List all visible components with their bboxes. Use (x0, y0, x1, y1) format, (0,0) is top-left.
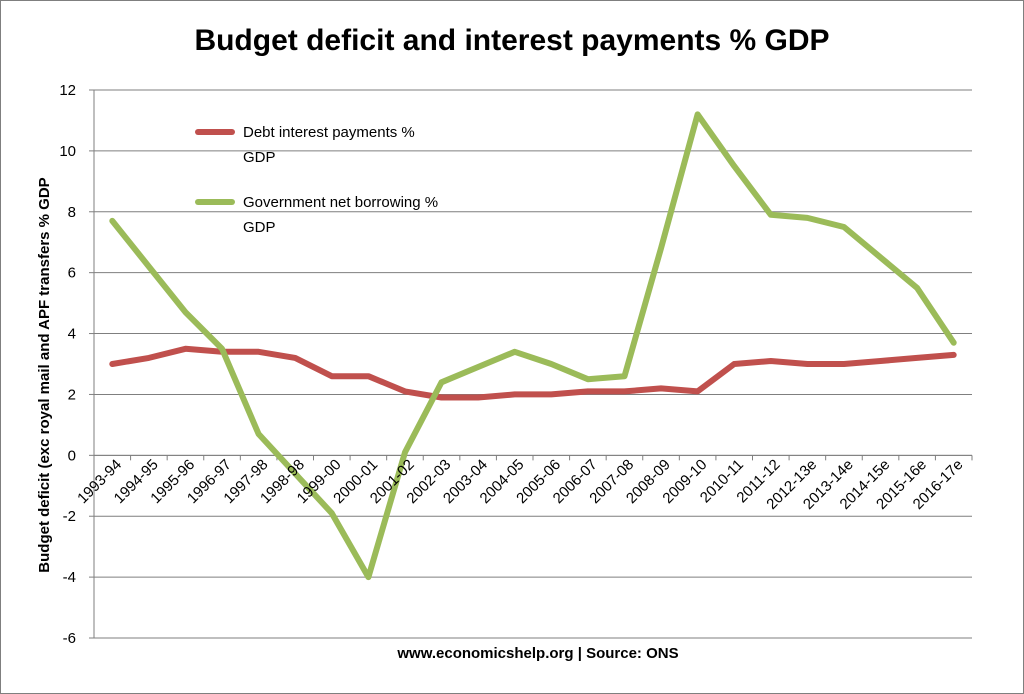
chart-title: Budget deficit and interest payments % G… (194, 24, 830, 57)
legend-label: GDP (243, 219, 276, 236)
source-label: www.economicshelp.org | Source: ONS (397, 645, 679, 662)
y-tick-label: 6 (68, 265, 76, 282)
y-tick-label: 8 (68, 204, 76, 221)
series-line-net-borrowing (109, 111, 957, 581)
series-line-debt-interest (109, 345, 957, 401)
y-tick-label: -4 (63, 569, 76, 586)
y-tick-label: -2 (63, 508, 76, 525)
y-tick-label: -6 (63, 630, 76, 647)
y-tick-label: 4 (68, 326, 76, 343)
legend-label: Government net borrowing % (243, 194, 438, 211)
y-tick-label: 0 (68, 447, 76, 464)
legend-label: Debt interest payments % (243, 124, 415, 141)
y-tick-label: 10 (59, 143, 76, 160)
y-tick-label: 2 (68, 386, 76, 403)
y-tick-label: 12 (59, 82, 76, 99)
legend-label: GDP (243, 149, 276, 166)
